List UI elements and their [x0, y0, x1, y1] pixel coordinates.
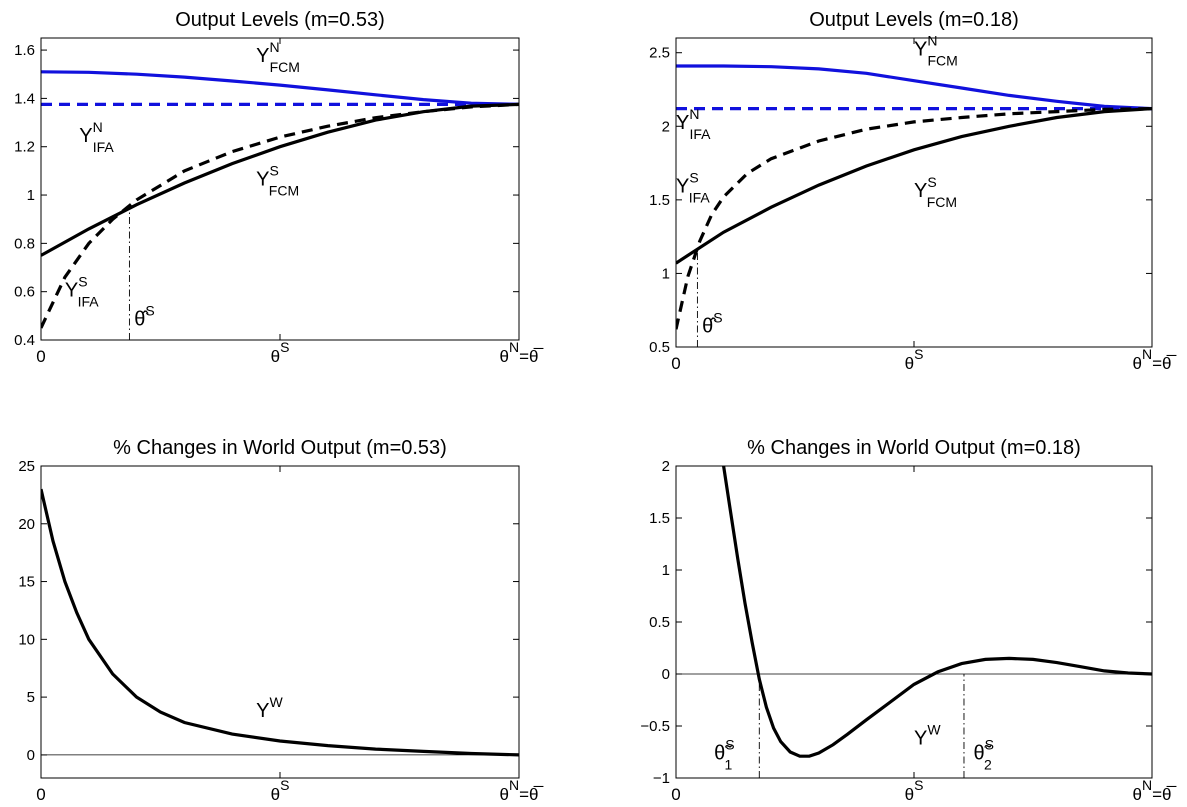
y-tick-label: 0.5	[649, 339, 670, 356]
y-tick-label: 25	[18, 458, 35, 475]
series-line-yn_fcm	[41, 70, 519, 106]
y-tick-label: 0.4	[14, 332, 35, 349]
panel-4: % Changes in World Output (m=0.18) −1 −0.5…	[640, 437, 1176, 804]
axes-frame	[40, 465, 520, 779]
curve-annotation: YS IFA	[65, 274, 99, 310]
y-tick-label: 2	[662, 458, 670, 475]
curve-annotation: θ̃S 1	[714, 736, 734, 772]
x-tick-label: θN=θ̅	[1133, 346, 1177, 373]
x-tick-label: θN=θ̅	[500, 339, 544, 366]
curve-annotation: YW	[914, 722, 941, 750]
x-tick-label: 0	[671, 785, 680, 804]
y-tick-label: 2	[662, 118, 670, 135]
curve-annotation: YN FCM	[256, 39, 300, 75]
y-tick-label: 0.8	[14, 235, 35, 252]
series-line-yn_fcm	[676, 64, 1152, 111]
chart-title: Output Levels (m=0.18)	[809, 9, 1019, 31]
curve-annotation: YS IFA	[676, 170, 710, 206]
y-tick-label: 5	[27, 689, 35, 706]
chart-title: % Changes in World Output (m=0.53)	[113, 437, 447, 459]
y-tick-label: 1.5	[649, 192, 670, 209]
y-tick-label: 0	[662, 666, 670, 683]
series-line-ys_ifa	[676, 107, 1152, 330]
curve-annotation: YW	[256, 694, 283, 722]
series-line-ys_ifa	[41, 102, 519, 329]
x-tick-label: θN=θ̅	[500, 777, 544, 804]
series-line-yw	[41, 488, 519, 757]
series-line-ys_fcm	[676, 107, 1152, 265]
panel-3: % Changes in World Output (m=0.53) 0 5 10 15…	[18, 437, 543, 804]
curve-annotation: YS FCM	[256, 162, 299, 198]
x-tick-label: θS	[905, 346, 924, 373]
x-tick-label: 0	[671, 354, 680, 373]
curve-annotation: θ̂S	[134, 303, 154, 331]
x-tick-label: θN=θ̅	[1133, 777, 1177, 804]
y-tick-label: 0.5	[649, 614, 670, 631]
x-tick-label: 0	[36, 347, 45, 366]
y-tick-label: 20	[18, 516, 35, 533]
curve-annotation: θ̂S	[702, 309, 722, 337]
curve-annotation: YS FCM	[914, 174, 957, 210]
y-tick-label: 15	[18, 574, 35, 591]
chart-title: % Changes in World Output (m=0.18)	[747, 437, 1081, 459]
curve-annotation: θ̃S 2	[974, 736, 994, 772]
y-tick-label: −1	[653, 770, 670, 787]
y-tick-label: 1	[662, 562, 670, 579]
series-line-yw	[722, 466, 1152, 758]
y-tick-label: 2.5	[649, 45, 670, 62]
x-tick-label: θS	[271, 339, 290, 366]
y-tick-label: −0.5	[640, 718, 670, 735]
series-line-ys_fcm	[41, 102, 519, 257]
y-tick-label: 1	[27, 187, 35, 204]
panel-1: Output Levels (m=0.53) 0.4 0.6 0.8 1 1.2 1.4 1.…	[14, 9, 543, 366]
y-tick-label: 1.2	[14, 139, 35, 156]
y-tick-label: 0	[27, 747, 35, 764]
y-tick-label: 10	[18, 631, 35, 648]
x-tick-label: 0	[36, 785, 45, 804]
x-tick-label: θS	[905, 777, 924, 804]
curve-annotation: YN IFA	[676, 106, 711, 142]
y-tick-label: 1.5	[649, 510, 670, 527]
panel-2: Output Levels (m=0.18) 0.5 1 1.5 2 2.5 0 θS θN=θ…	[649, 9, 1176, 373]
curve-annotation: YN FCM	[914, 33, 958, 69]
chart-title: Output Levels (m=0.53)	[175, 9, 385, 31]
y-tick-label: 1.4	[14, 90, 35, 107]
y-tick-label: 0.6	[14, 284, 35, 301]
y-tick-label: 1	[662, 265, 670, 282]
curve-annotation: YN IFA	[79, 119, 114, 155]
y-tick-label: 1.6	[14, 42, 35, 59]
x-tick-label: θS	[271, 777, 290, 804]
